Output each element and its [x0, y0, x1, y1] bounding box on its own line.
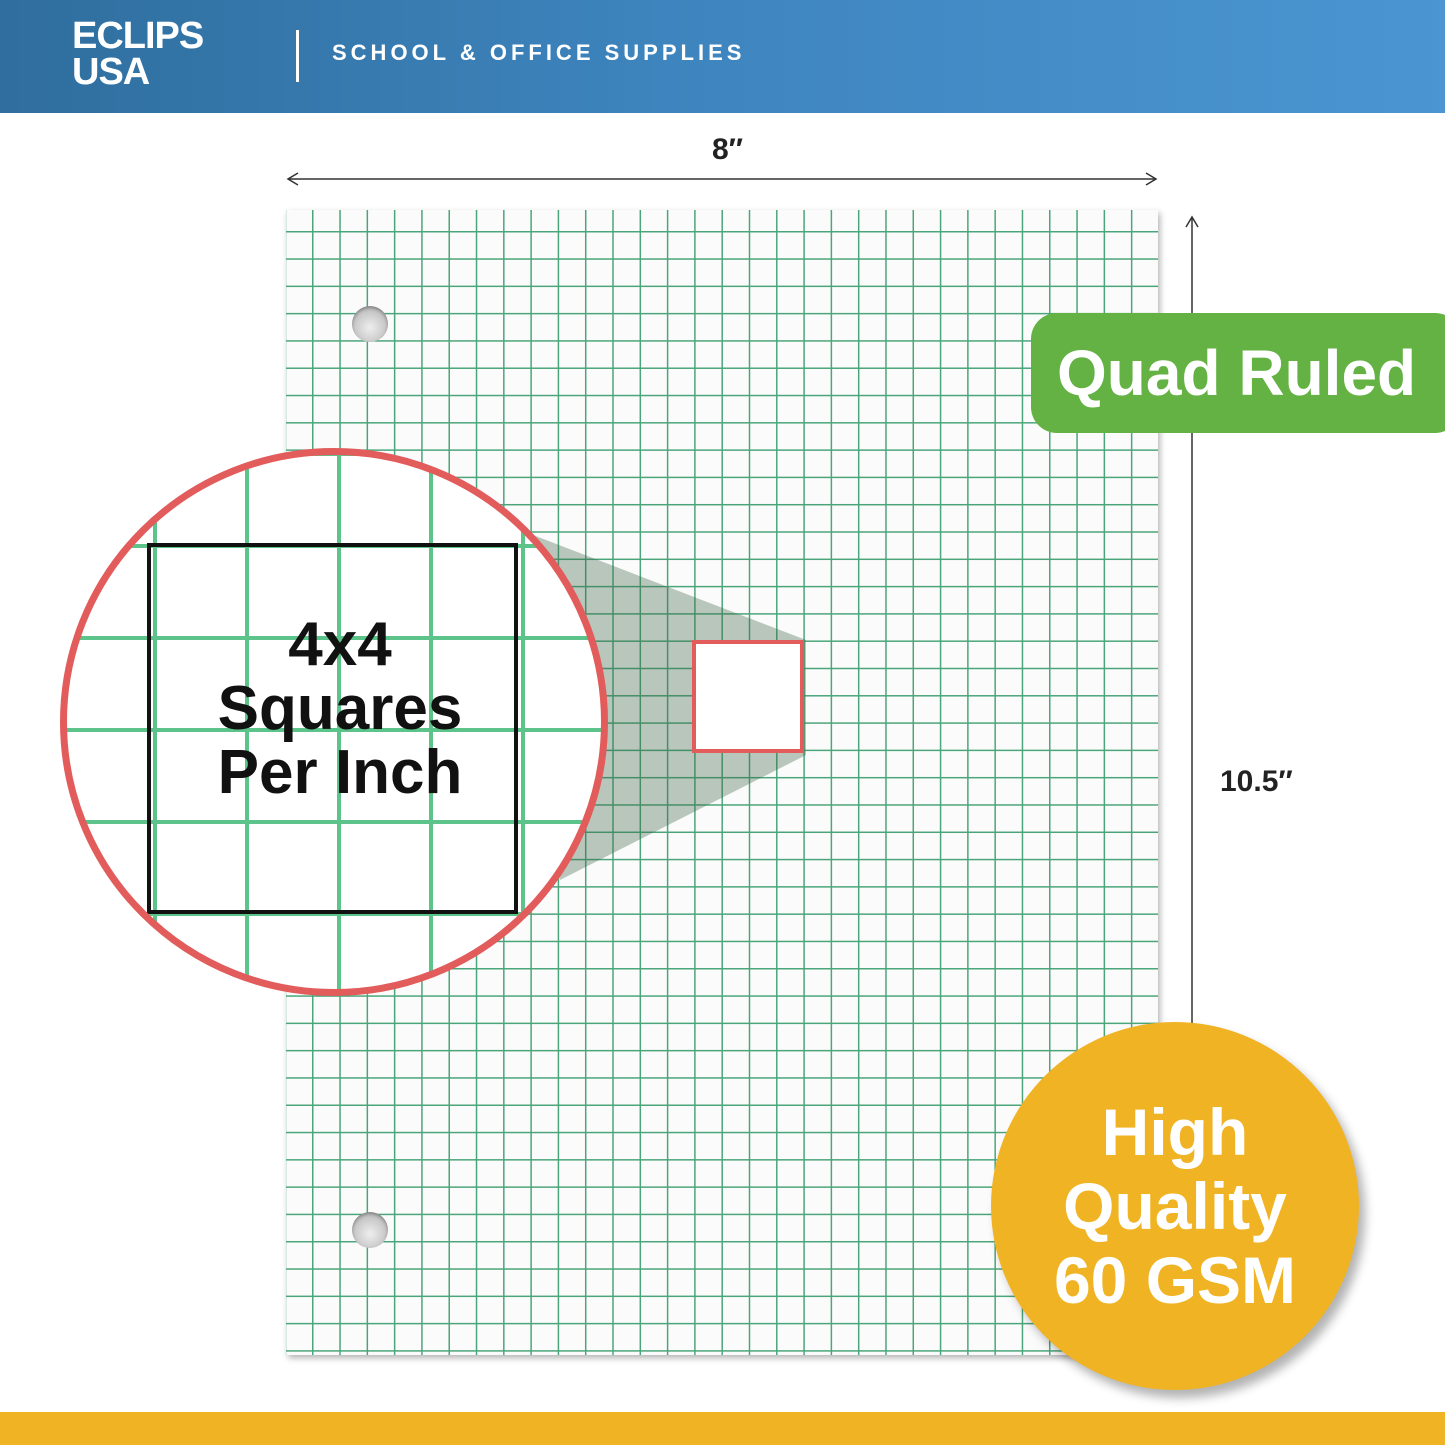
- magnifier-text: 4x4 Squares Per Inch: [67, 610, 601, 807]
- footer-strip: [0, 1412, 1445, 1445]
- inch-square-outline: [147, 543, 518, 914]
- logo-line-1: ECLIPS: [72, 15, 204, 57]
- magnifier-line-3: Per Inch: [217, 738, 463, 807]
- punch-hole: [352, 1212, 388, 1248]
- tagline: SCHOOL & OFFICE SUPPLIES: [332, 40, 746, 65]
- width-label: 8″: [712, 133, 744, 166]
- height-label: 10.5″: [1220, 765, 1293, 798]
- magnifier-circle: 4x4 Squares Per Inch: [60, 448, 608, 996]
- magnifier-line-2: Squares: [217, 674, 463, 743]
- quality-line-1: High: [1101, 1095, 1249, 1169]
- quality-line-3: 60 GSM: [1053, 1243, 1297, 1317]
- header-divider: [296, 30, 299, 82]
- punch-hole: [352, 306, 388, 342]
- quality-badge: High Quality 60 GSM: [991, 1022, 1359, 1390]
- brand-logo: ECLIPS USA: [72, 15, 204, 93]
- logo-line-2: USA: [72, 51, 150, 93]
- inch-highlight-square: [692, 640, 804, 753]
- quad-ruled-badge: Quad Ruled: [1031, 313, 1445, 433]
- magnifier-line-1: 4x4: [288, 610, 392, 679]
- quality-line-2: Quality: [1063, 1169, 1287, 1243]
- header-banner: ECLIPS USA SCHOOL & OFFICE SUPPLIES: [0, 0, 1445, 113]
